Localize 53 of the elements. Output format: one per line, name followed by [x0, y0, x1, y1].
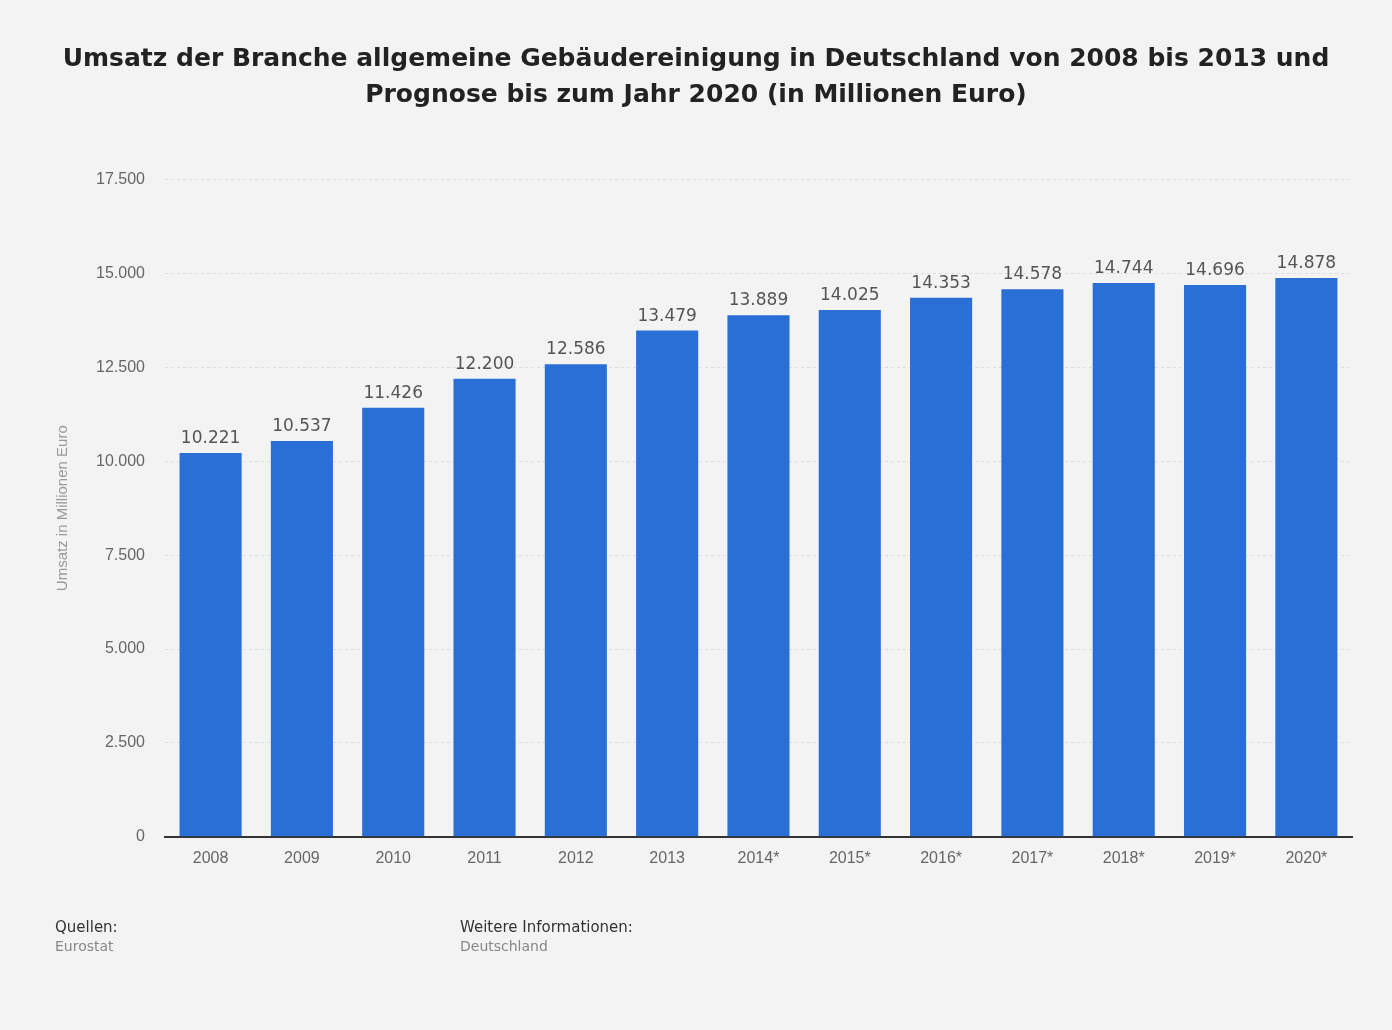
bar [453, 378, 516, 837]
x-tick-label: 2019* [1194, 848, 1236, 866]
data-label: 14.025 [820, 284, 880, 305]
y-tick-label: 2.500 [104, 733, 146, 751]
x-tick-label: 2020* [1285, 848, 1328, 866]
bar [1275, 278, 1338, 837]
bar [179, 452, 242, 837]
bar [727, 315, 790, 837]
bar [270, 441, 333, 837]
data-label: 12.200 [454, 352, 515, 373]
chart-title: Umsatz der Branche allgemeine Gebäudereinigung in Deutschland von 2008 bis 2013 und Prognose bis zum Jahr 2020 (in Millionen Euro) [61, 42, 1331, 110]
data-label: 10.537 [272, 415, 332, 436]
x-tick-label: 2014* [737, 848, 780, 866]
x-tick-label: 2008 [192, 848, 229, 866]
x-tick-label: 2017* [1011, 848, 1054, 866]
bar [1001, 289, 1064, 837]
bar [544, 364, 607, 837]
x-tick-label: 2009 [284, 848, 320, 866]
x-tick-label: 2018* [1102, 848, 1145, 866]
data-label: 12.586 [546, 338, 606, 359]
bar [818, 310, 881, 837]
data-label: 13.889 [728, 289, 789, 310]
y-tick-label: 0 [136, 827, 146, 845]
data-label: 14.353 [911, 271, 971, 292]
y-tick-label: 15.000 [96, 263, 146, 281]
x-tick-label: 2013 [649, 848, 686, 866]
y-tick-label: 10.000 [96, 451, 146, 469]
data-label: 13.479 [637, 304, 697, 325]
x-tick-label: 2016* [920, 848, 963, 866]
data-label: 14.878 [1276, 251, 1337, 272]
x-tick-label: 2011 [467, 848, 502, 866]
bar [362, 407, 425, 837]
x-tick-label: 2012 [558, 848, 594, 866]
y-tick-label: 7.500 [104, 545, 146, 563]
x-tick-label: 2010 [375, 848, 412, 866]
data-label: 10.221 [180, 426, 241, 447]
data-label: 11.426 [363, 381, 423, 402]
data-label: 14.578 [1002, 263, 1063, 284]
y-tick-label: 5.000 [104, 639, 146, 657]
x-tick-label: 2015* [828, 848, 871, 866]
bar [636, 330, 699, 837]
text: Eurostat [55, 937, 115, 956]
text: Weitere Informationen: [460, 918, 633, 937]
bar [1183, 284, 1247, 837]
y-axis-title: Umsatz in Millionen Euro [53, 425, 71, 592]
data-label: 14.696 [1185, 258, 1245, 279]
text: Deutschland [460, 937, 549, 956]
y-tick-label: 12.500 [96, 357, 146, 375]
data-label: 14.744 [1093, 257, 1154, 278]
bar [1092, 283, 1155, 837]
source-note: Quellen: [55, 918, 118, 937]
y-tick-label: 17.500 [96, 170, 146, 188]
bar [910, 297, 973, 837]
